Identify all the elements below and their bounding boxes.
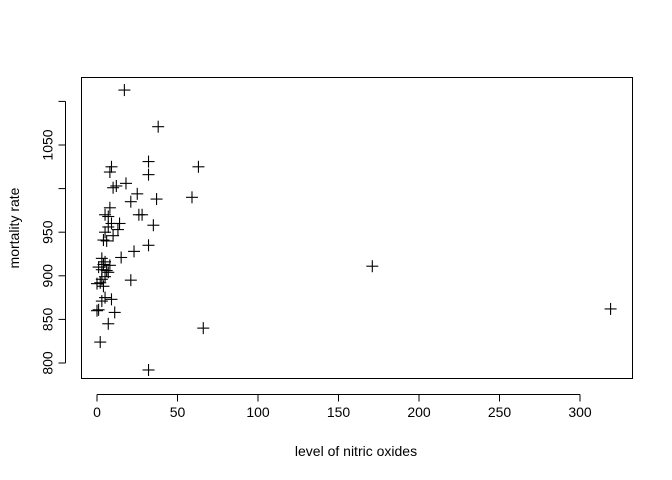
data-point <box>105 160 118 173</box>
data-point <box>108 306 121 319</box>
data-point <box>94 336 107 349</box>
y-axis: 800 850 900 950 1050 <box>40 100 66 375</box>
data-point <box>366 260 379 273</box>
x-axis: 0 50 100 150 200 250 300 <box>93 394 592 420</box>
data-point <box>118 84 131 97</box>
data-point <box>102 210 115 223</box>
data-point <box>147 219 160 232</box>
data-point <box>192 160 205 173</box>
y-tick-label: 1050 <box>40 129 56 160</box>
data-point <box>107 181 120 194</box>
data-point <box>604 302 617 315</box>
data-point <box>91 277 103 290</box>
y-tick-label: 900 <box>40 264 56 288</box>
data-point <box>152 120 165 133</box>
data-point <box>99 291 112 304</box>
data-point <box>95 295 108 308</box>
data-point <box>128 245 141 258</box>
data-point <box>97 280 110 293</box>
plot-box <box>81 77 633 379</box>
x-tick-label: 150 <box>327 404 351 420</box>
x-axis-label: level of nitric oxides <box>295 443 417 459</box>
data-point <box>124 274 137 287</box>
data-point <box>136 208 149 221</box>
data-point <box>142 239 155 252</box>
y-tick-label: 850 <box>40 308 56 332</box>
data-point <box>142 155 155 168</box>
data-point <box>103 201 116 214</box>
x-tick-label: 250 <box>488 404 512 420</box>
data-point <box>94 276 107 289</box>
x-tick-label: 100 <box>246 404 270 420</box>
data-point <box>197 322 210 335</box>
data-point <box>142 168 155 181</box>
x-tick-label: 50 <box>170 404 186 420</box>
x-tick-label: 0 <box>93 404 101 420</box>
data-point <box>100 234 113 247</box>
data-point <box>115 251 128 264</box>
data-point <box>105 293 118 306</box>
x-tick-label: 200 <box>407 404 431 420</box>
data-point <box>110 179 123 192</box>
data-point <box>92 261 105 274</box>
data-point <box>103 166 116 179</box>
y-tick-label: 800 <box>40 351 56 375</box>
data-point <box>91 304 103 317</box>
data-point <box>102 317 115 330</box>
data-point <box>99 208 112 221</box>
data-point <box>95 252 108 265</box>
data-point <box>100 264 113 277</box>
data-points <box>91 84 617 376</box>
data-point <box>99 270 112 283</box>
data-point <box>97 234 110 247</box>
x-tick-label: 300 <box>568 404 592 420</box>
data-point <box>119 177 132 190</box>
data-point <box>102 220 115 233</box>
data-point <box>150 193 163 206</box>
data-point <box>142 363 155 376</box>
data-point <box>97 258 110 271</box>
data-point <box>92 303 105 316</box>
data-point <box>111 223 124 236</box>
y-tick-label: 950 <box>40 220 56 244</box>
data-point <box>185 191 198 204</box>
data-point <box>107 229 120 242</box>
data-point <box>103 259 116 272</box>
data-point <box>113 217 126 230</box>
y-axis-label: mortality rate <box>6 187 22 268</box>
data-point <box>99 255 112 268</box>
data-point <box>124 195 137 208</box>
data-point <box>99 226 112 239</box>
data-point <box>131 187 144 200</box>
